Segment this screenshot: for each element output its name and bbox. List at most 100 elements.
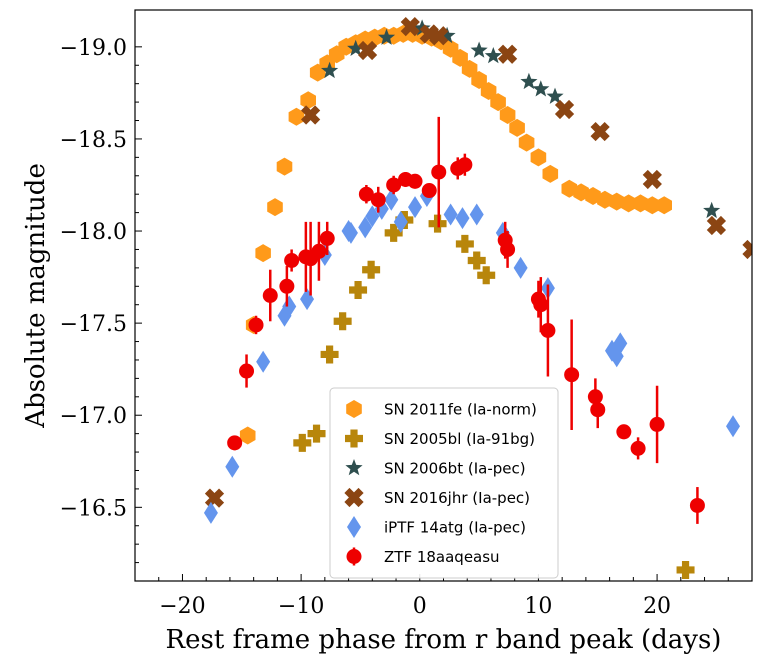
data-point-hexagon bbox=[239, 426, 256, 445]
data-point-diamond bbox=[455, 207, 470, 230]
data-point-plus bbox=[467, 251, 486, 270]
data-point-plus bbox=[307, 424, 326, 443]
data-point-circle bbox=[248, 317, 264, 333]
x-tick-label: −10 bbox=[278, 594, 324, 619]
data-point-plus bbox=[384, 223, 403, 242]
data-point-diamond bbox=[256, 350, 271, 373]
data-point-hexagon bbox=[255, 244, 271, 263]
y-tick-label: −17.0 bbox=[60, 404, 127, 429]
data-point-diamond bbox=[365, 205, 380, 228]
data-point-diamond bbox=[408, 196, 423, 219]
legend-label: iPTF 14atg (Ia-pec) bbox=[384, 519, 526, 537]
data-point-star bbox=[484, 47, 502, 64]
data-point-x bbox=[300, 105, 321, 125]
data-point-circle bbox=[358, 186, 374, 202]
legend-label: SN 2011fe (Ia-norm) bbox=[384, 401, 537, 419]
legend-marker-plus bbox=[345, 429, 363, 448]
data-point-circle bbox=[500, 241, 516, 257]
y-tick-label: −17.5 bbox=[60, 312, 127, 337]
data-point-x bbox=[742, 239, 752, 260]
data-point-hexagon bbox=[542, 164, 559, 183]
legend-marker-hexagon bbox=[346, 400, 362, 418]
data-point-star bbox=[520, 72, 538, 90]
data-point-plus bbox=[320, 345, 339, 364]
x-tick-label: −20 bbox=[159, 594, 205, 619]
legend: SN 2011fe (Ia-norm) SN 2005bl (Ia-91bg) SN… bbox=[329, 387, 559, 579]
data-point-x bbox=[554, 99, 575, 120]
data-point-hexagon bbox=[499, 106, 516, 124]
data-point-x bbox=[590, 121, 610, 142]
data-point-hexagon bbox=[620, 194, 637, 213]
data-point-circle bbox=[616, 424, 632, 440]
y-tick-label: −19.0 bbox=[60, 36, 127, 61]
data-point-hexagon bbox=[530, 148, 547, 167]
data-point-x bbox=[204, 488, 225, 508]
data-point-hexagon bbox=[276, 157, 293, 176]
data-point-hexagon bbox=[471, 71, 487, 89]
series-3 bbox=[177, 16, 752, 581]
data-point-circle bbox=[279, 278, 295, 294]
data-point-star bbox=[321, 61, 339, 79]
data-point-diamond bbox=[443, 203, 458, 226]
data-point-hexagon bbox=[573, 183, 589, 202]
data-point-circle bbox=[540, 322, 556, 338]
data-point-hexagon bbox=[509, 118, 525, 137]
data-point-star bbox=[438, 26, 456, 44]
data-point-circle bbox=[407, 173, 423, 189]
data-point-plus bbox=[362, 260, 381, 279]
data-point-plus bbox=[477, 266, 496, 285]
data-point-circle bbox=[421, 183, 437, 199]
y-tick-label: −18.0 bbox=[60, 220, 127, 245]
data-point-circle bbox=[457, 157, 473, 173]
data-point-hexagon bbox=[561, 179, 578, 198]
data-point-hexagon bbox=[267, 198, 283, 217]
data-point-hexagon bbox=[656, 196, 672, 215]
data-point-diamond bbox=[393, 210, 408, 233]
data-point-circle bbox=[431, 164, 447, 180]
data-point-circle bbox=[649, 416, 665, 432]
data-point-x bbox=[642, 169, 662, 190]
legend-marker-diamond bbox=[347, 516, 361, 538]
plot-frame bbox=[134, 9, 753, 582]
data-point-circle bbox=[564, 367, 580, 383]
data-point-hexagon bbox=[452, 48, 468, 67]
data-point-x bbox=[706, 215, 727, 236]
data-point-plus bbox=[293, 433, 312, 452]
data-point-hexagon bbox=[461, 59, 478, 78]
legend-marker-circle bbox=[346, 549, 362, 564]
data-point-hexagon bbox=[288, 107, 305, 126]
data-point-diamond bbox=[726, 415, 741, 438]
data-point-diamond bbox=[343, 221, 358, 244]
data-point-x bbox=[400, 16, 420, 37]
data-point-diamond bbox=[513, 256, 528, 279]
axis-ticks: −20 −10 0 10 20 −19.0 −18.5 −18.0 −17.5 −17.0 −16.… bbox=[60, 36, 753, 619]
x-tick-label: 0 bbox=[413, 594, 427, 619]
data-point-diamond bbox=[384, 188, 399, 211]
data-point-x bbox=[357, 40, 378, 61]
data-point-diamond bbox=[203, 501, 218, 524]
legend-marker-star bbox=[345, 459, 363, 476]
data-point-diamond bbox=[358, 216, 373, 239]
data-point-circle bbox=[587, 389, 603, 405]
data-point-hexagon bbox=[632, 194, 649, 213]
legend-marker-x bbox=[344, 487, 364, 508]
data-point-circle bbox=[533, 297, 549, 313]
y-axis-label: Absolute magnitude bbox=[21, 163, 51, 429]
data-point-plus bbox=[455, 234, 474, 253]
data-point-circle bbox=[590, 402, 606, 418]
data-point-circle bbox=[630, 440, 646, 456]
data-point-star bbox=[347, 39, 365, 56]
data-point-star bbox=[703, 201, 721, 219]
data-point-circle bbox=[386, 177, 402, 193]
data-point-diamond bbox=[225, 455, 240, 478]
data-point-hexagon bbox=[518, 133, 535, 152]
data-point-circle bbox=[689, 497, 705, 513]
data-point-diamond bbox=[469, 203, 484, 226]
x-tick-label: 10 bbox=[524, 594, 552, 619]
data-point-circle bbox=[239, 363, 255, 379]
data-point-star bbox=[546, 87, 564, 104]
data-point-hexagon bbox=[490, 93, 506, 112]
data-point-diamond bbox=[613, 332, 628, 355]
data-point-circle bbox=[370, 192, 386, 208]
